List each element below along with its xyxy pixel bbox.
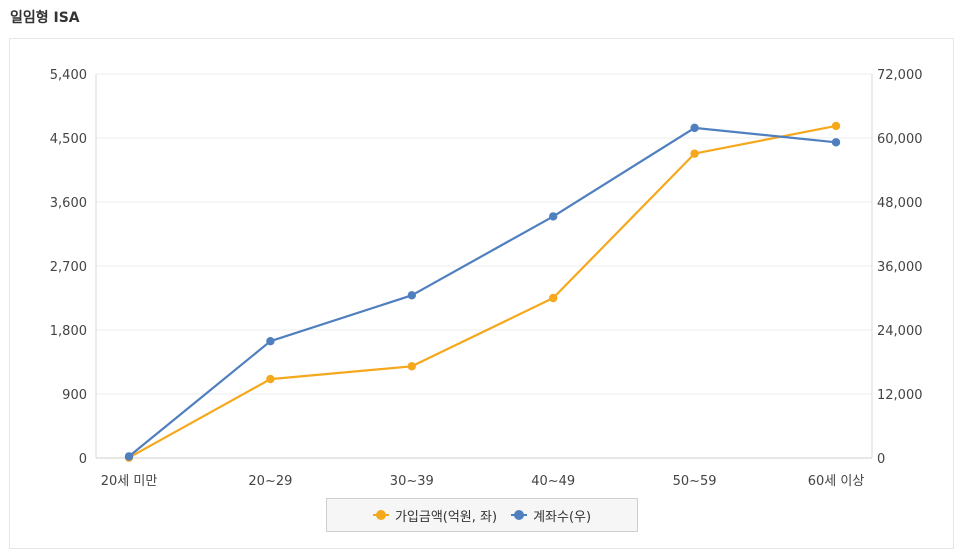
- data-point-1: [407, 291, 416, 300]
- left-tick-label: 2,700: [50, 260, 87, 275]
- right-tick-label: 72,000: [877, 68, 923, 83]
- legend-item-accounts[interactable]: 계좌수(우): [511, 506, 591, 525]
- x-axis-ticks: 20세 미만 20~29 30~39 40~49 50~59 60세 이상: [101, 474, 865, 489]
- legend-label-amount: 가입금액(억원, 좌): [394, 509, 498, 525]
- legend-marker-blue-icon: [511, 510, 528, 520]
- data-point-1: [266, 337, 275, 346]
- data-point-0: [549, 293, 558, 303]
- data-point-1: [690, 123, 699, 133]
- x-tick-label: 50~59: [673, 474, 717, 489]
- grid-lines: [96, 73, 872, 395]
- axes: [95, 74, 873, 459]
- data-point-0: [266, 374, 275, 384]
- chart-legend: 가입금액(억원, 좌) 계좌수(우): [326, 498, 638, 532]
- data-point-1: [831, 138, 841, 147]
- series-lines: [124, 121, 841, 462]
- series-line-0: [128, 124, 837, 459]
- data-point-1: [549, 212, 558, 221]
- data-point-0: [831, 121, 841, 131]
- data-point-0: [690, 149, 699, 158]
- series-line-1: [128, 126, 837, 458]
- x-tick-label: 30~39: [390, 474, 434, 489]
- right-tick-label: 48,000: [877, 196, 923, 211]
- left-tick-label: 4,500: [50, 132, 87, 147]
- legend-item-amount[interactable]: 가입금액(억원, 좌): [372, 506, 498, 525]
- chart-container: [9, 38, 954, 549]
- legend-label-accounts: 계좌수(우): [533, 509, 592, 525]
- left-tick-label: 5,400: [50, 68, 87, 83]
- right-tick-label: 60,000: [877, 132, 923, 147]
- right-tick-label: 24,000: [877, 324, 923, 339]
- right-tick-label: 0: [877, 452, 885, 467]
- x-tick-label: 20세 미만: [101, 474, 158, 489]
- x-tick-label: 20~29: [248, 474, 292, 489]
- data-point-1: [124, 452, 134, 461]
- x-tick-label: 40~49: [531, 474, 575, 489]
- left-tick-label: 900: [62, 388, 87, 403]
- left-y-axis-ticks: 0 900 1,800 2,700 3,600 4,500 5,400: [50, 68, 87, 467]
- x-tick-label: 60세 이상: [808, 474, 865, 489]
- right-y-axis-ticks: 0 12,000 24,000 36,000 48,000 60,000 72,000: [877, 68, 923, 467]
- left-tick-label: 0: [79, 452, 87, 467]
- right-tick-label: 36,000: [877, 260, 923, 275]
- right-tick-label: 12,000: [877, 388, 923, 403]
- left-tick-label: 3,600: [50, 196, 87, 211]
- legend-marker-orange-icon: [372, 510, 389, 520]
- data-point-0: [407, 362, 416, 371]
- page-title: 일임형 ISA: [10, 10, 80, 26]
- left-tick-label: 1,800: [50, 324, 87, 339]
